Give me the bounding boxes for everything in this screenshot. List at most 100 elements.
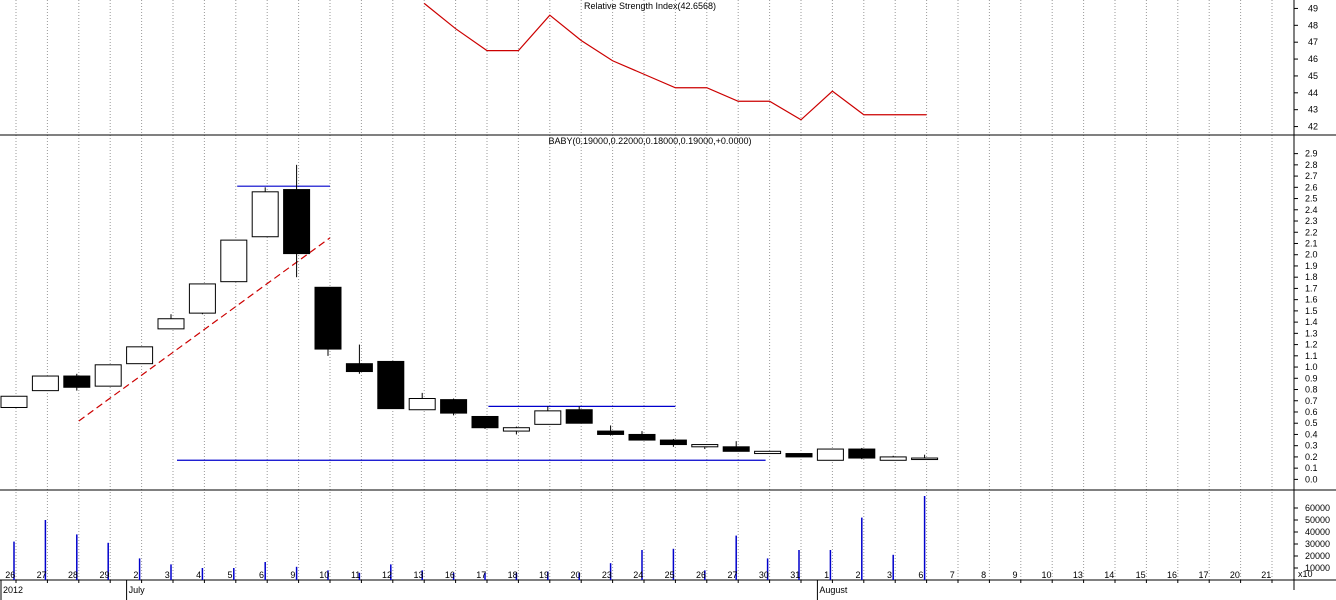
rsi-y-ticks: 49 48 47 46 45 44 43 42 xyxy=(1294,3,1318,132)
volume-bar xyxy=(766,558,769,580)
candle-body-down xyxy=(345,363,373,373)
x-tick-label: 30 xyxy=(759,570,769,580)
rsi-tick-label: 47 xyxy=(1308,37,1318,47)
volume-bar xyxy=(201,568,204,580)
volume-bar xyxy=(609,563,612,580)
volume-bar xyxy=(264,562,266,580)
candle xyxy=(816,448,844,461)
candle-body-up xyxy=(754,450,782,455)
candle xyxy=(283,164,311,278)
volume-bar xyxy=(547,571,549,580)
volume-bar xyxy=(170,564,172,580)
volume-bar xyxy=(44,520,47,580)
x-tick-label: 20 xyxy=(570,570,580,580)
candle xyxy=(220,239,248,283)
volume-bar xyxy=(735,535,737,580)
x-tick-label: 11 xyxy=(351,570,360,580)
candle xyxy=(722,441,750,452)
candle-body-up xyxy=(0,395,28,408)
price-tick-label: 2.3 xyxy=(1305,216,1318,226)
candle xyxy=(63,373,91,391)
candle-body-up xyxy=(31,375,59,392)
volume-bar xyxy=(13,541,15,580)
price-tick-label: 2.7 xyxy=(1305,171,1318,181)
x-tick-label: 29 xyxy=(99,570,109,580)
candle-body-down xyxy=(283,189,311,255)
volume-bar xyxy=(641,550,643,580)
candle xyxy=(345,344,373,374)
candle-body-up xyxy=(691,444,719,448)
price-tick-label: 2.6 xyxy=(1305,182,1318,192)
x-tick-label: 10 xyxy=(1041,570,1051,580)
x-tick-label: 26 xyxy=(5,570,15,580)
volume-bar xyxy=(704,570,706,580)
volume-tick-label: 60000 xyxy=(1305,503,1330,513)
x-tick-label: 10 xyxy=(319,570,329,580)
x-tick-label: 24 xyxy=(633,570,643,580)
candle xyxy=(754,450,782,455)
candle-body-down xyxy=(785,453,813,458)
candle-body-down xyxy=(628,433,656,441)
x-tick-label: 16 xyxy=(1167,570,1177,580)
x-tick-label: 17 xyxy=(1198,570,1208,580)
x-tick-label: 9 xyxy=(1013,570,1018,580)
volume-bar xyxy=(578,572,580,580)
volume-bar xyxy=(107,542,109,580)
volume-bar xyxy=(327,570,329,580)
price-tick-label: 2.8 xyxy=(1305,160,1318,170)
x-tick-label: 25 xyxy=(665,570,675,580)
price-tick-label: 1.3 xyxy=(1305,328,1318,338)
price-y-ticks: 2.92.82.72.6 2.52.42.32.22.1 2.01.91.81.7 1… xyxy=(1294,149,1318,484)
x-tick-label: 12 xyxy=(382,570,392,580)
x-tick-label: 28 xyxy=(68,570,78,580)
volume-bar xyxy=(452,572,455,580)
volume-bar xyxy=(892,554,894,580)
candle-body-down xyxy=(440,399,468,414)
x-tick-label: 19 xyxy=(539,570,549,580)
candle xyxy=(911,454,939,461)
candle-body-down xyxy=(63,375,91,388)
price-tick-label: 2.0 xyxy=(1305,250,1318,260)
volume-bar xyxy=(515,572,518,580)
price-tick-label: 0.7 xyxy=(1305,396,1318,406)
x-tick-label: 23 xyxy=(602,570,612,580)
price-tick-label: 0.1 xyxy=(1305,463,1318,473)
candle xyxy=(377,360,405,410)
price-tick-label: 0.8 xyxy=(1305,385,1318,395)
candle-body-up xyxy=(408,398,436,411)
price-tick-label: 0.0 xyxy=(1305,474,1318,484)
rsi-tick-label: 44 xyxy=(1308,88,1318,98)
candle-body-up xyxy=(502,427,530,432)
volume-bar xyxy=(798,550,800,580)
x-tick-label: 1 xyxy=(824,570,829,580)
volume-bar xyxy=(358,572,361,580)
candle xyxy=(597,425,625,436)
candle-body-up xyxy=(188,283,216,314)
month-label: July xyxy=(129,585,146,595)
candle xyxy=(126,346,154,365)
rsi-title: Relative Strength Index(42.6568) xyxy=(584,1,716,11)
candle xyxy=(691,444,719,450)
candle-body-up xyxy=(94,364,122,387)
candlesticks xyxy=(0,164,939,461)
x-tick-label: 4 xyxy=(196,570,201,580)
x-tick-label: 17 xyxy=(476,570,486,580)
candle xyxy=(659,438,687,447)
x-tick-label: 20 xyxy=(1230,570,1240,580)
candle xyxy=(0,395,28,408)
volume-bar xyxy=(138,558,141,580)
volume-bar xyxy=(233,568,235,580)
candle xyxy=(471,415,499,429)
candle-body-down xyxy=(659,439,687,446)
rsi-tick-label: 46 xyxy=(1308,54,1318,64)
price-tick-label: 1.1 xyxy=(1305,351,1318,361)
candle xyxy=(314,286,342,356)
x-tick-label: 6 xyxy=(259,570,264,580)
candle xyxy=(188,283,216,315)
candle xyxy=(440,398,468,416)
price-tick-label: 2.5 xyxy=(1305,194,1318,204)
candle-body-up xyxy=(534,410,562,425)
candle-body-up xyxy=(157,318,185,330)
candle-body-down xyxy=(848,448,876,459)
